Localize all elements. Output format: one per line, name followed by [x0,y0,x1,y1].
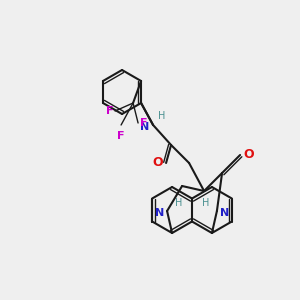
Text: N: N [140,122,149,132]
Text: F: F [117,131,125,141]
Text: H: H [202,198,209,208]
Text: F: F [106,106,113,116]
Text: O: O [152,157,163,169]
Text: F: F [140,118,148,128]
Text: N: N [155,208,164,218]
Text: H: H [175,198,182,208]
Text: O: O [243,148,254,161]
Text: N: N [220,208,229,218]
Text: H: H [158,111,166,121]
